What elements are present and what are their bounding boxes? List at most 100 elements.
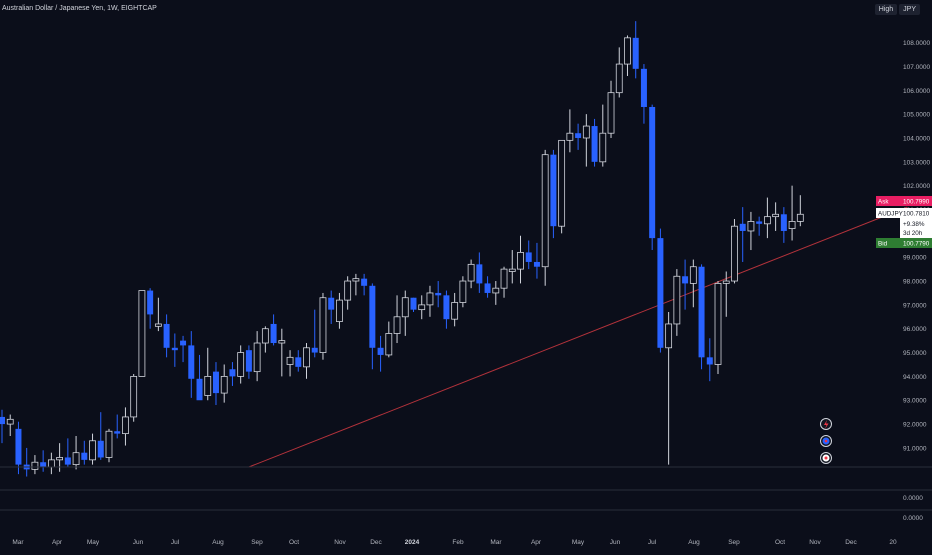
time-tick-label: Jun xyxy=(610,539,621,546)
price-tick-label: 107.0000 xyxy=(903,64,930,71)
change-label: +9.38% xyxy=(903,221,925,228)
candle xyxy=(780,207,787,243)
candle xyxy=(229,362,236,386)
candle xyxy=(97,412,104,460)
candle xyxy=(171,333,178,367)
symbol-tag-value: 100.7810 xyxy=(903,211,930,218)
candle-body xyxy=(476,264,483,284)
ask-tag-value: 100.7990 xyxy=(903,199,930,206)
candle xyxy=(451,292,459,327)
candle-body xyxy=(253,342,261,373)
candle-body xyxy=(508,268,516,272)
indicator-panes: 0.0000 0.0000 xyxy=(0,466,932,522)
candle xyxy=(492,281,500,305)
candle-body xyxy=(114,431,121,434)
candle xyxy=(377,335,384,372)
candle-body xyxy=(147,290,154,315)
candle-body xyxy=(722,280,730,284)
candle xyxy=(467,259,475,289)
candle xyxy=(698,264,705,370)
candle-body xyxy=(212,371,219,394)
candle-body xyxy=(278,340,286,344)
candle xyxy=(649,104,656,251)
candle-body xyxy=(599,132,607,163)
candle-body xyxy=(361,278,368,286)
candle xyxy=(393,295,401,344)
candle xyxy=(188,331,195,398)
currency-button[interactable]: JPY xyxy=(899,4,920,15)
candle xyxy=(418,295,426,320)
candle xyxy=(459,276,467,308)
candle-body xyxy=(673,275,681,325)
candle-body xyxy=(682,276,689,284)
candle xyxy=(665,312,673,465)
candle xyxy=(575,123,582,150)
candle-body xyxy=(286,356,294,365)
candle-body xyxy=(575,133,582,138)
candle xyxy=(6,414,14,437)
indicator-value: 0.0000 xyxy=(903,495,923,502)
candle xyxy=(253,331,261,382)
price-tick-label: 94.0000 xyxy=(903,374,927,381)
candle-body xyxy=(401,297,409,318)
countdown-label: 3d 20h xyxy=(903,230,923,237)
time-axis[interactable]: Mar Apr May Jun Jul Aug Sep Oct Nov Dec 2024 Feb Mar… xyxy=(12,539,897,546)
price-tick-label: 104.0000 xyxy=(903,135,930,142)
candle-body xyxy=(517,252,524,270)
candle-body xyxy=(336,299,343,322)
trendline[interactable] xyxy=(248,206,908,468)
price-tick-label: 95.0000 xyxy=(903,350,927,357)
symbol-tag-bg xyxy=(876,208,932,218)
candle xyxy=(352,273,360,296)
candle xyxy=(443,290,450,329)
candle xyxy=(40,450,47,472)
time-tick-label: Mar xyxy=(12,539,24,546)
candle xyxy=(319,292,327,360)
candle-body xyxy=(171,347,178,351)
flag-au-icon[interactable] xyxy=(820,435,832,447)
candle-body xyxy=(64,457,71,465)
price-tick-label: 99.0000 xyxy=(903,255,927,262)
ask-tag-bg xyxy=(876,196,932,206)
candle-body xyxy=(188,345,195,379)
candle-body xyxy=(772,213,780,218)
price-tick-label: 105.0000 xyxy=(903,112,930,119)
candle-body xyxy=(739,223,746,231)
candle xyxy=(204,347,212,401)
lightning-icon[interactable] xyxy=(820,418,832,430)
time-tick-label: Oct xyxy=(775,539,785,546)
candle-body xyxy=(31,461,39,470)
candle xyxy=(763,197,771,239)
candle xyxy=(599,104,607,167)
high-button[interactable]: High xyxy=(874,4,898,15)
lightning-icon-glyph xyxy=(824,420,829,429)
time-tick-label: Feb xyxy=(452,539,464,546)
top-right-controls: High JPY xyxy=(874,4,920,15)
candles-layer xyxy=(0,21,804,477)
candle xyxy=(796,195,804,227)
candle xyxy=(558,139,566,234)
time-tick-label: Nov xyxy=(809,539,821,546)
time-tick-label: Jul xyxy=(648,539,657,546)
candle xyxy=(47,452,55,475)
flag-jp-icon-dot xyxy=(824,456,828,460)
candle-body xyxy=(81,452,88,460)
candle-body xyxy=(245,350,252,372)
time-tick-label: Jul xyxy=(171,539,180,546)
event-icons[interactable] xyxy=(820,418,832,464)
candle xyxy=(566,109,574,153)
price-tick-label: 98.0000 xyxy=(903,279,927,286)
flag-jp-icon[interactable] xyxy=(820,452,832,464)
candle-body xyxy=(47,459,55,468)
candle xyxy=(147,288,154,329)
candle xyxy=(89,433,96,465)
candle-body xyxy=(204,375,212,396)
candle xyxy=(105,428,113,463)
candle xyxy=(615,47,623,98)
candle-body xyxy=(443,295,450,320)
price-axis[interactable]: 91.0000 92.0000 93.0000 94.0000 95.0000 96.00… xyxy=(903,40,930,452)
time-tick-label: 20 xyxy=(889,539,897,546)
candle xyxy=(714,281,722,375)
